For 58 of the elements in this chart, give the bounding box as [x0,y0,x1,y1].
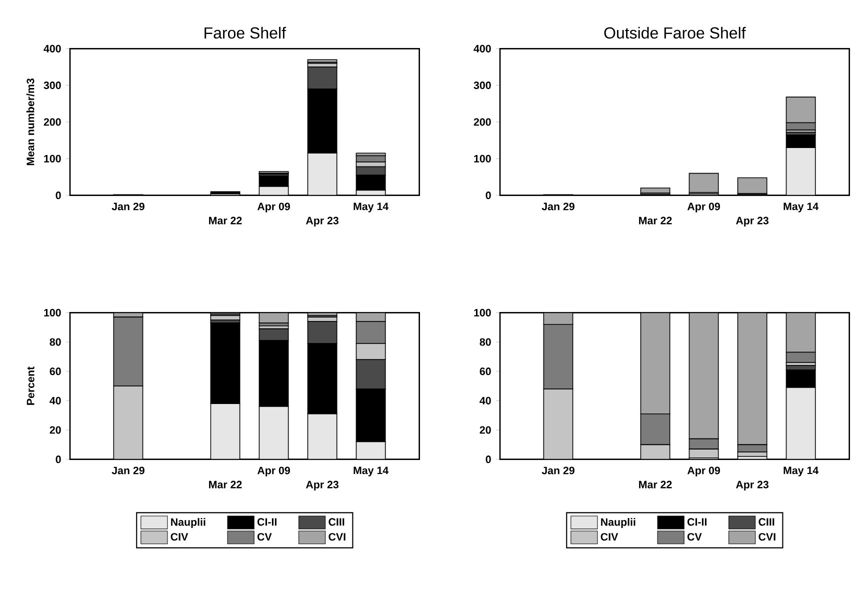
legend-label: CVI [328,533,346,541]
chart-title: Outside Faroe Shelf [604,26,746,39]
y-tick-label: 100 [44,308,61,316]
x-tick-label: May 14 [354,202,389,212]
x-tick-label: May 14 [354,466,389,476]
legend-label: Nauplii [171,518,206,528]
y-tick-label: 100 [474,308,491,316]
legend-label: Nauplii [601,518,636,528]
x-tick-label: Jan 29 [112,466,144,474]
y-tick-label: 200 [44,118,61,126]
y-tick-label: 100 [44,154,61,162]
x-tick-label: Apr 09 [687,466,720,476]
y-axis-title: Mean number/m3 [26,78,34,166]
y-tick-label: 0 [56,456,61,464]
x-tick-label: Apr 09 [687,202,720,212]
x-tick-label: Mar 22 [209,216,242,224]
y-tick-label: 0 [486,456,491,464]
x-tick-label: Apr 23 [736,480,768,490]
x-tick-label: Apr 09 [257,466,290,476]
legend-label: CV [257,533,272,541]
x-tick-label: Mar 22 [639,480,672,488]
x-tick-label: Jan 29 [542,466,574,474]
x-tick-label: May 14 [784,466,819,476]
x-tick-label: Mar 22 [209,480,242,488]
legend-label: CI-II [257,518,276,526]
legend-label: CIII [758,518,774,526]
chart-title: Faroe Shelf [204,26,286,39]
y-tick-label: 300 [44,82,61,90]
x-tick-label: Jan 29 [112,202,144,210]
x-tick-label: May 14 [784,202,819,212]
y-axis-title: Percent [26,366,34,405]
y-tick-label: 60 [480,368,491,376]
y-tick-label: 20 [480,426,491,434]
legend-label: CIV [600,533,618,541]
x-tick-label: Apr 23 [736,216,768,226]
y-tick-label: 300 [474,82,491,90]
y-tick-label: 20 [50,426,61,434]
y-tick-label: 40 [480,396,491,404]
legend-label: CI-II [687,518,706,526]
y-tick-label: 400 [474,44,491,52]
legend-label: CIV [170,533,188,541]
y-tick-label: 80 [480,338,491,346]
y-tick-label: 100 [474,154,491,162]
y-tick-label: 0 [56,192,61,200]
y-tick-label: 80 [50,338,61,346]
legend-label: CV [687,533,702,541]
y-tick-label: 60 [50,368,61,376]
x-tick-label: Apr 23 [306,480,338,490]
y-tick-label: 400 [44,44,61,52]
legend-label: CVI [758,533,776,541]
legend-label: CIII [328,518,344,526]
x-tick-label: Apr 09 [257,202,290,212]
y-tick-label: 200 [474,118,491,126]
y-tick-label: 0 [486,192,491,200]
x-tick-label: Apr 23 [306,216,338,226]
x-tick-label: Mar 22 [639,216,672,224]
y-tick-label: 40 [50,396,61,404]
x-tick-label: Jan 29 [542,202,574,210]
